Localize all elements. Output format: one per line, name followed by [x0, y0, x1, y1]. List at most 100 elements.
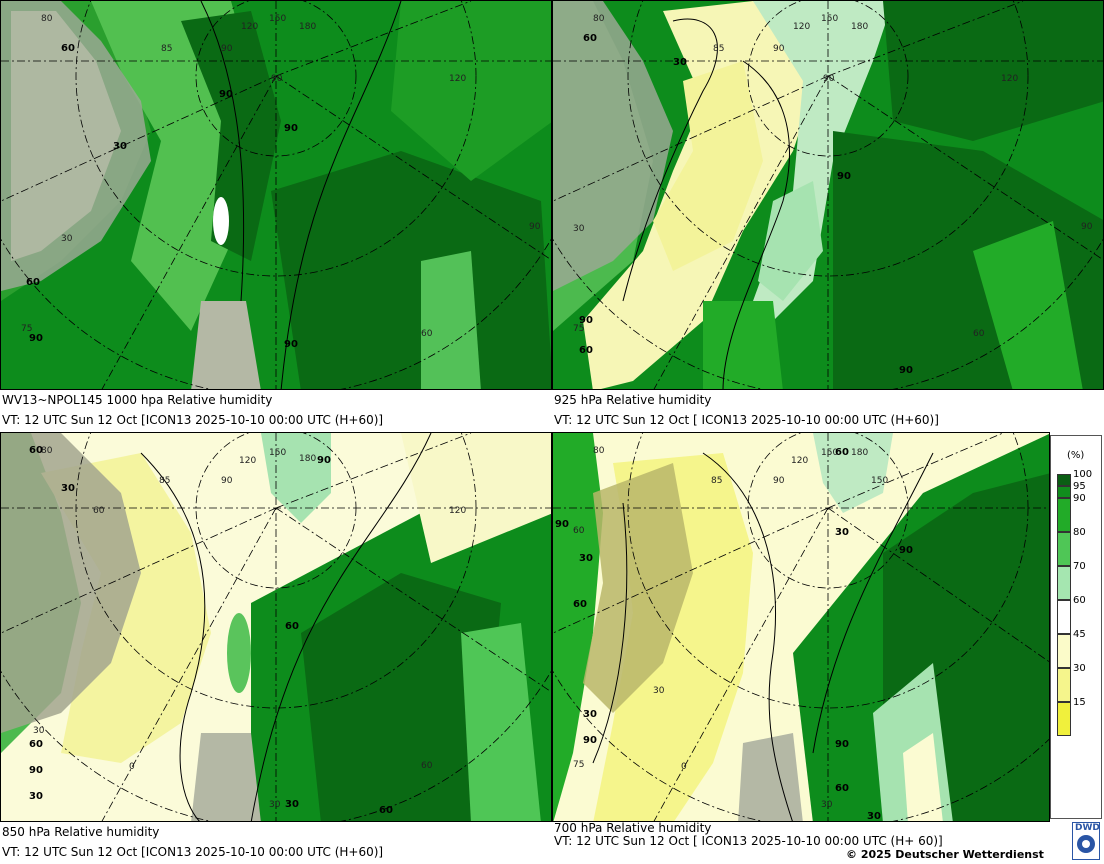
contour-label: 75 — [573, 324, 584, 334]
bold-contour-label: 60 — [579, 345, 593, 356]
contour-label: 60 — [421, 761, 433, 771]
panel-validtime-700hpa: VT: 12 UTC Sun 12 Oct [ ICON13 2025-10-1… — [554, 834, 943, 848]
contour-label: 80 — [41, 14, 53, 24]
bold-contour-label: 90 — [317, 455, 331, 466]
bold-contour-label: 90 — [219, 89, 233, 100]
dwd-logo: DWD — [1072, 822, 1100, 860]
contour-label: 90 — [221, 44, 233, 54]
bold-contour-label: 90 — [579, 315, 593, 326]
bold-contour-label: 90 — [284, 123, 298, 134]
bold-contour-label: 60 — [29, 445, 43, 456]
bold-contour-label: 90 — [29, 765, 43, 776]
contour-label: 75 — [573, 760, 584, 770]
legend-tick: 80 — [1073, 527, 1086, 538]
contour-label: 85 — [159, 476, 170, 486]
bold-labels: 60 90 90 30 60 90 90 — [26, 43, 298, 350]
legend-swatch — [1057, 498, 1071, 532]
bold-contour-label: 30 — [29, 791, 43, 802]
legend-swatch — [1057, 634, 1071, 668]
contour-label: 150 — [269, 448, 286, 458]
map-925hpa: 80 85 90 120 150 180 120 90 90 30 75 60 … — [553, 1, 1103, 389]
panel-title-850hpa: 850 hPa Relative humidity — [2, 825, 160, 839]
bold-labels: 60 30 90 90 60 90 — [579, 33, 913, 376]
contour-label: 150 — [821, 14, 838, 24]
contour-label: 120 — [791, 456, 808, 466]
bold-contour-label: 90 — [555, 519, 569, 530]
contour-label: 180 — [851, 22, 868, 32]
bold-contour-label: 90 — [29, 333, 43, 344]
contour-label: 60 — [573, 526, 585, 536]
contour-label: 150 — [269, 14, 286, 24]
contour-label: 75 — [21, 324, 32, 334]
panel-title-925hpa: 925 hPa Relative humidity — [554, 393, 712, 407]
contour-label: 90 — [1081, 222, 1093, 232]
map-panel-850hpa: 80 85 90 120 150 180 120 60 30 0 60 30 6… — [0, 432, 552, 822]
contour-label: 150 — [871, 476, 888, 486]
legend-swatch — [1057, 702, 1071, 736]
map-850hpa: 80 85 90 120 150 180 120 60 30 0 60 30 6… — [1, 433, 551, 821]
legend-tick: 95 — [1073, 481, 1086, 492]
map-panel-1000hpa: 80 85 90 120 150 180 120 90 90 75 60 30 … — [0, 0, 552, 390]
legend-tick: 90 — [1073, 493, 1086, 504]
contour-label: 30 — [33, 726, 45, 736]
bold-contour-label: 90 — [837, 171, 851, 182]
panel-title-1000hpa: WV13~NPOL145 1000 hpa Relative humidity — [2, 393, 273, 407]
contour-label: 120 — [449, 74, 466, 84]
contour-label: 90 — [529, 222, 541, 232]
bold-contour-label: 30 — [673, 57, 687, 68]
contour-label: 80 — [41, 446, 53, 456]
contour-label: 150 — [821, 448, 838, 458]
legend-swatch — [1057, 474, 1071, 486]
contour-label: 30 — [653, 686, 665, 696]
contour-label: 120 — [1001, 74, 1018, 84]
contour-label: 80 — [593, 14, 605, 24]
contour-label: 180 — [299, 22, 316, 32]
bold-contour-label: 30 — [867, 811, 881, 822]
bold-contour-label: 60 — [573, 599, 587, 610]
bold-contour-label: 60 — [61, 43, 75, 54]
bold-contour-label: 90 — [835, 739, 849, 750]
copyright: © 2025 Deutscher Wetterdienst — [846, 848, 1044, 861]
contour-labels: 80 85 90 120 150 180 120 90 90 75 60 30 — [21, 14, 541, 339]
contour-labels: 80 85 90 120 150 180 120 60 30 0 60 30 — [33, 446, 466, 810]
bold-labels: 60 30 90 60 60 90 30 30 60 — [29, 445, 393, 816]
bold-contour-label: 60 — [379, 805, 393, 816]
map-700hpa: 80 85 90 120 150 180 150 60 30 75 0 30 6… — [553, 433, 1049, 822]
panel-validtime-1000hpa: VT: 12 UTC Sun 12 Oct [ICON13 2025-10-10… — [2, 413, 384, 427]
contour-label: 120 — [241, 22, 258, 32]
contour-label: 60 — [973, 329, 985, 339]
legend-swatch — [1057, 566, 1071, 600]
legend-tick: 15 — [1073, 697, 1086, 708]
legend-tick: 60 — [1073, 595, 1086, 606]
map-panel-700hpa: 80 85 90 120 150 180 150 60 30 75 0 30 6… — [552, 432, 1050, 822]
bold-contour-label: 30 — [583, 709, 597, 720]
panel-validtime-850hpa: VT: 12 UTC Sun 12 Oct [ICON13 2025-10-10… — [2, 845, 384, 859]
bold-contour-label: 60 — [835, 783, 849, 794]
bold-contour-label: 60 — [835, 447, 849, 458]
legend-unit: (%) — [1067, 450, 1085, 461]
bold-contour-label: 30 — [835, 527, 849, 538]
map-1000hpa: 80 85 90 120 150 180 120 90 90 75 60 30 … — [1, 1, 551, 389]
bold-contour-label: 60 — [29, 739, 43, 750]
contour-labels: 80 85 90 120 150 180 120 90 90 30 75 60 — [573, 14, 1093, 339]
bold-contour-label: 60 — [583, 33, 597, 44]
contour-label: 0 — [681, 762, 687, 772]
legend-swatch — [1057, 486, 1071, 498]
panel-validtime-925hpa: VT: 12 UTC Sun 12 Oct [ ICON13 2025-10-1… — [554, 413, 939, 427]
legend-tick: 45 — [1073, 629, 1086, 640]
legend-swatch — [1057, 600, 1071, 634]
legend-tick: 70 — [1073, 561, 1086, 572]
legend-tick: 30 — [1073, 663, 1086, 674]
contour-label: 180 — [851, 448, 868, 458]
contour-label: 85 — [711, 476, 722, 486]
contour-label: 90 — [271, 74, 283, 84]
contour-label: 85 — [161, 44, 172, 54]
bold-contour-label: 30 — [61, 483, 75, 494]
map-panel-925hpa: 80 85 90 120 150 180 120 90 90 30 75 60 … — [552, 0, 1104, 390]
contour-label: 0 — [129, 762, 135, 772]
contour-label: 90 — [823, 74, 835, 84]
bold-contour-label: 30 — [285, 799, 299, 810]
contour-label: 80 — [593, 446, 605, 456]
dwd-logo-icon — [1077, 835, 1095, 853]
bold-contour-label: 60 — [26, 277, 40, 288]
